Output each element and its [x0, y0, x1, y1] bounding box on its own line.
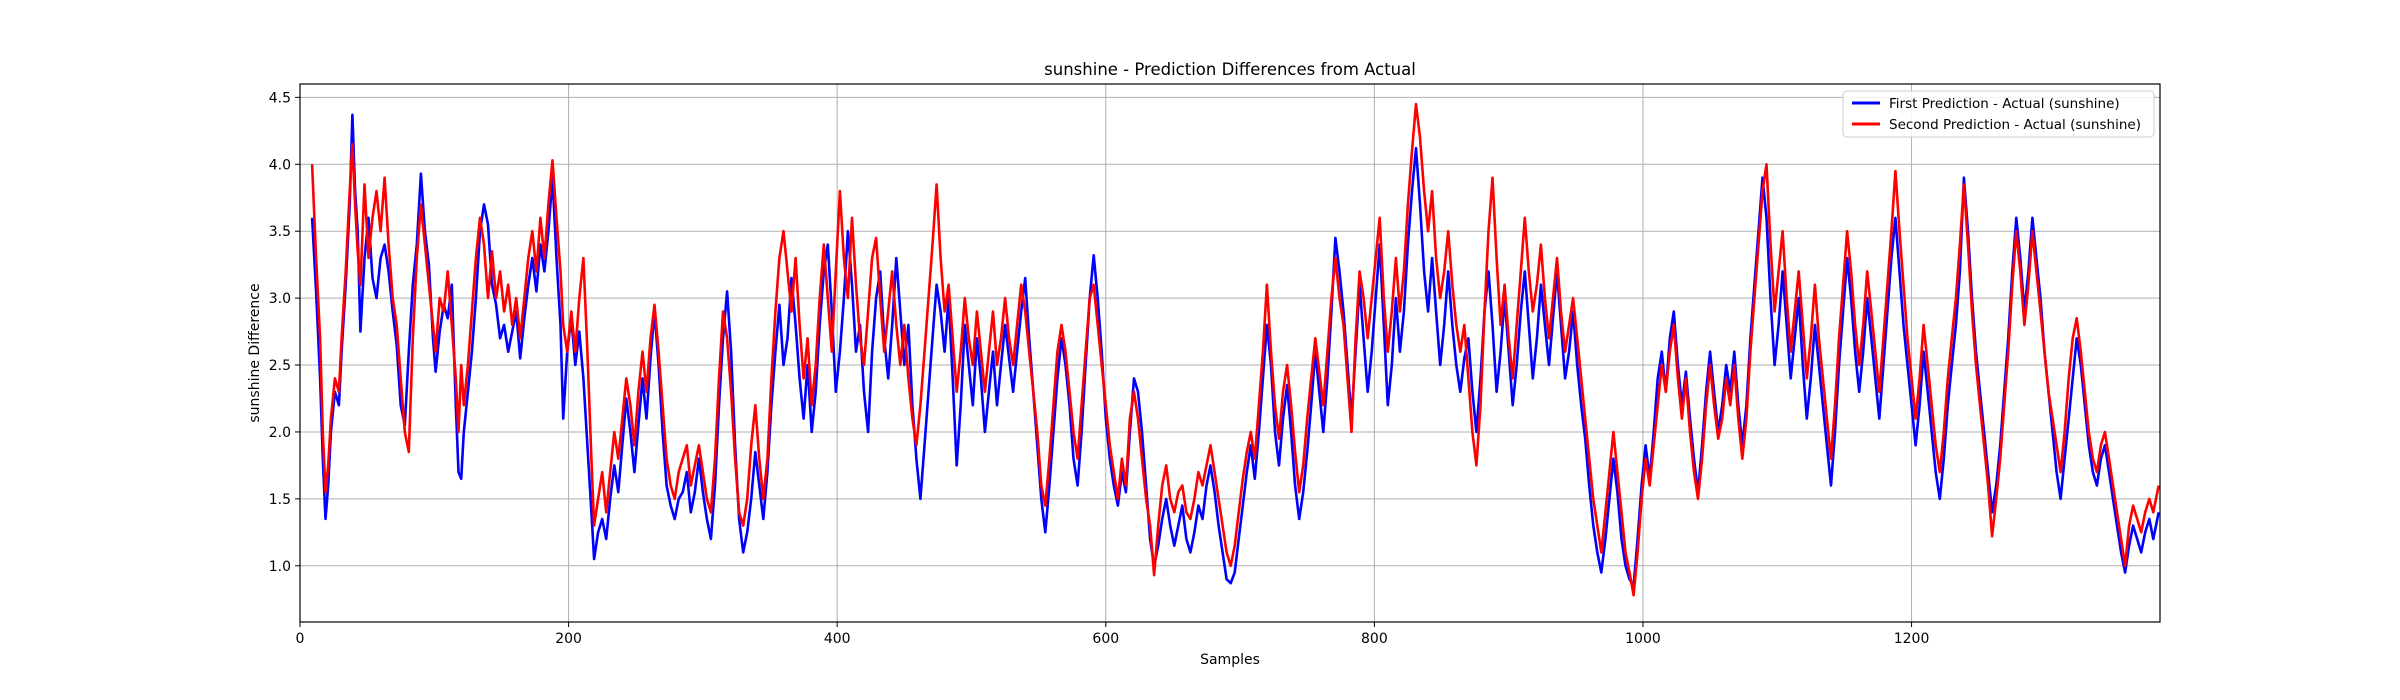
y-tick-label: 3.5 — [269, 224, 291, 240]
x-tick-label: 400 — [824, 631, 851, 647]
axis-ticks: 0 200 400 600 800 1000 1200 1.0 1.5 2.0 2.5 3.0 3.5 4… — [269, 90, 1930, 647]
axes-frame — [299, 83, 2161, 623]
y-tick-label: 3.0 — [269, 291, 291, 307]
x-tick-label: 800 — [1361, 631, 1388, 647]
x-tick-label: 0 — [296, 631, 305, 647]
x-axis-label: Samples — [1200, 652, 1260, 668]
y-tick-label: 2.5 — [269, 358, 291, 374]
x-tick-label: 600 — [1092, 631, 1119, 647]
chart-title: sunshine - Prediction Differences from A… — [1044, 60, 1416, 79]
legend-label-first-prediction: First Prediction - Actual (sunshine) — [1889, 96, 2120, 112]
y-tick-label: 4.5 — [269, 90, 291, 106]
series-line-first-prediction — [310, 113, 2160, 588]
x-tick-label: 1000 — [1625, 631, 1661, 647]
y-tick-label: 2.0 — [269, 425, 291, 441]
x-tick-label: 1200 — [1894, 631, 1930, 647]
y-axis-label: sunshine Difference — [247, 283, 263, 422]
x-tick-label: 200 — [555, 631, 582, 647]
y-tick-label: 1.0 — [269, 559, 291, 575]
legend-label-second-prediction: Second Prediction - Actual (sunshine) — [1889, 117, 2141, 133]
legend: First Prediction - Actual (sunshine) Sec… — [1842, 90, 2155, 138]
y-tick-label: 1.5 — [269, 492, 291, 508]
series-layer — [310, 102, 2160, 597]
y-tick-label: 4.0 — [269, 157, 291, 173]
legend-box — [1842, 90, 2155, 138]
series-line-second-prediction — [310, 102, 2160, 597]
